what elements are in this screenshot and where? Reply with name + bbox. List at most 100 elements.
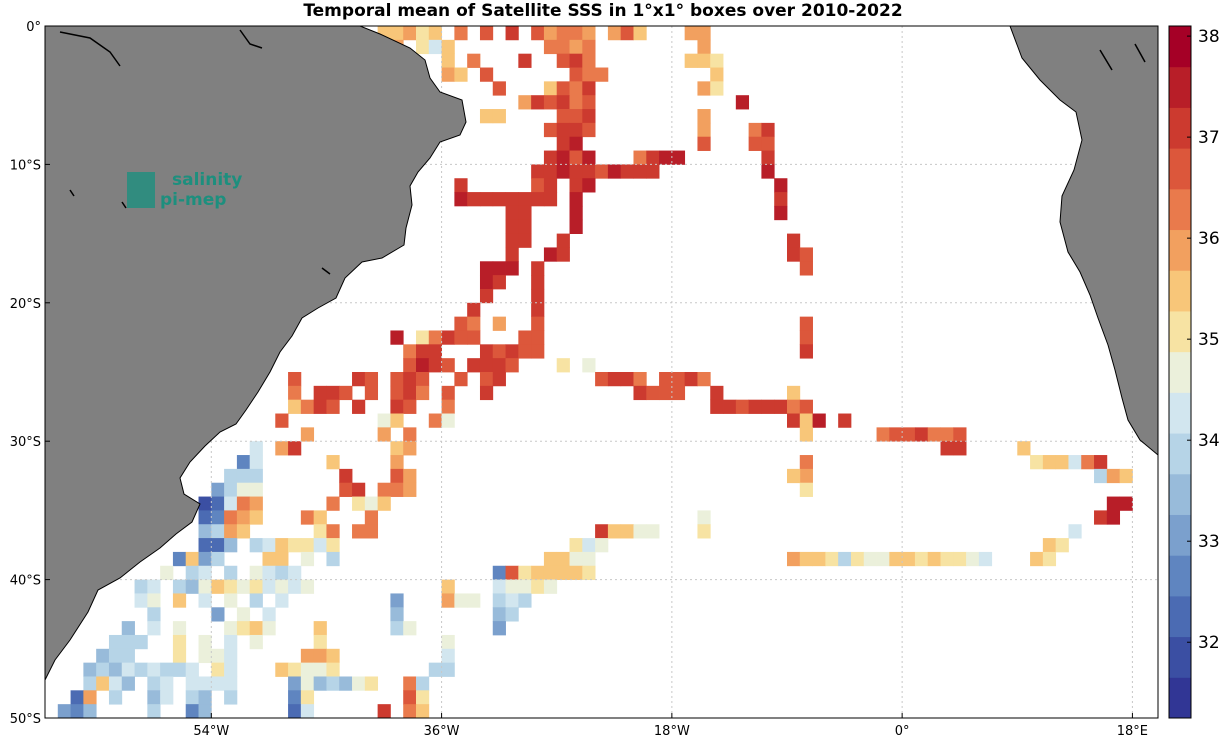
y-tick-label: 20°S — [10, 297, 41, 312]
sss-cell — [492, 358, 506, 373]
sss-cell — [275, 551, 289, 567]
sss-cell — [121, 648, 135, 664]
sss-cell — [224, 648, 238, 664]
sss-cell — [1055, 538, 1069, 553]
sss-cell — [684, 26, 698, 41]
sss-cell — [889, 551, 903, 567]
sss-cell — [940, 441, 954, 456]
sss-cell — [441, 39, 455, 55]
sss-cell — [582, 81, 596, 96]
sss-cell — [774, 178, 788, 193]
sss-cell — [313, 524, 327, 539]
africa-landmass — [1009, 26, 1158, 456]
sss-cell — [684, 53, 698, 68]
sss-cell — [121, 662, 135, 677]
sss-cell — [505, 26, 519, 41]
sss-cell — [787, 385, 801, 401]
sss-cell — [569, 95, 583, 110]
sss-cell — [352, 676, 366, 691]
sss-cell — [569, 565, 583, 580]
sss-cell — [505, 344, 519, 359]
sss-cell — [441, 634, 455, 650]
sss-cell — [492, 607, 506, 622]
sss-cell — [582, 109, 596, 124]
figure-title: Temporal mean of Satellite SSS in 1°x1° … — [303, 1, 902, 21]
sss-cell — [467, 593, 481, 608]
sss-cell — [518, 565, 532, 580]
sss-cell — [646, 385, 660, 401]
sss-cell — [275, 579, 289, 594]
sss-cell — [799, 551, 813, 567]
sss-cell — [300, 399, 315, 414]
x-tick-label: 0° — [895, 724, 910, 739]
sss-cell — [249, 455, 263, 470]
sss-cell — [428, 413, 442, 428]
sss-cell — [543, 192, 558, 207]
sss-cell — [352, 399, 366, 414]
sss-cell — [262, 579, 276, 594]
sss-cell — [172, 648, 187, 664]
sss-cell — [799, 344, 813, 359]
sss-cell — [697, 26, 711, 41]
x-tick-label: 36°W — [424, 724, 460, 739]
sss-cell — [313, 621, 327, 636]
sss-cell — [659, 372, 673, 387]
sss-cell — [326, 496, 340, 511]
sss-cell — [543, 39, 558, 55]
sss-cell — [543, 26, 558, 41]
sss-cell — [185, 579, 199, 594]
sss-cell — [390, 372, 404, 387]
logo-line1: salinity — [172, 170, 242, 190]
sss-cell — [249, 621, 263, 636]
sss-cell — [441, 53, 455, 68]
sss-cell — [505, 607, 519, 622]
sss-cell — [582, 358, 596, 373]
colorbar-segment — [1169, 351, 1191, 393]
sss-cell — [505, 233, 519, 248]
sss-cell — [710, 53, 724, 68]
sss-cell — [543, 565, 558, 580]
x-tick-label: 54°W — [193, 724, 229, 739]
colorbar-segment — [1169, 107, 1191, 149]
sss-cell — [441, 399, 455, 414]
sss-cell — [454, 316, 468, 331]
sss-cell — [262, 538, 276, 553]
sss-cell — [390, 482, 404, 497]
sss-cell — [953, 441, 967, 456]
sss-cell — [492, 344, 506, 359]
sss-cell — [224, 593, 238, 608]
sss-cell — [531, 26, 545, 41]
sss-cell — [147, 662, 161, 677]
sss-cell — [390, 593, 404, 608]
sss-cell — [96, 662, 110, 677]
sss-cell — [198, 524, 212, 539]
sss-cell — [390, 413, 404, 428]
sss-cell — [275, 593, 289, 608]
sss-cell — [863, 551, 877, 567]
sss-cell — [467, 358, 481, 373]
sss-cell — [160, 565, 174, 580]
sss-cell — [518, 219, 532, 234]
sss-cell — [147, 621, 161, 636]
sss-cell — [492, 316, 506, 331]
sss-cell — [595, 67, 609, 82]
logo-icon — [127, 172, 155, 208]
sss-cell — [774, 399, 788, 414]
sss-cell — [70, 690, 84, 705]
sss-cell — [454, 26, 468, 41]
sss-cell — [288, 662, 302, 677]
sss-cell — [288, 579, 302, 594]
sss-cell — [569, 150, 583, 165]
sss-cell — [352, 372, 366, 387]
sss-cell — [787, 247, 801, 262]
colorbar-tick-label: 37 — [1198, 128, 1220, 148]
sss-cell — [595, 524, 609, 539]
sss-cell — [479, 372, 494, 387]
sss-cell — [416, 330, 430, 345]
sss-cell — [518, 344, 532, 359]
sss-cell — [659, 385, 673, 401]
sss-cell — [569, 538, 583, 553]
sss-cell — [582, 150, 596, 165]
sss-cell — [646, 164, 660, 179]
sss-cell — [403, 344, 417, 359]
